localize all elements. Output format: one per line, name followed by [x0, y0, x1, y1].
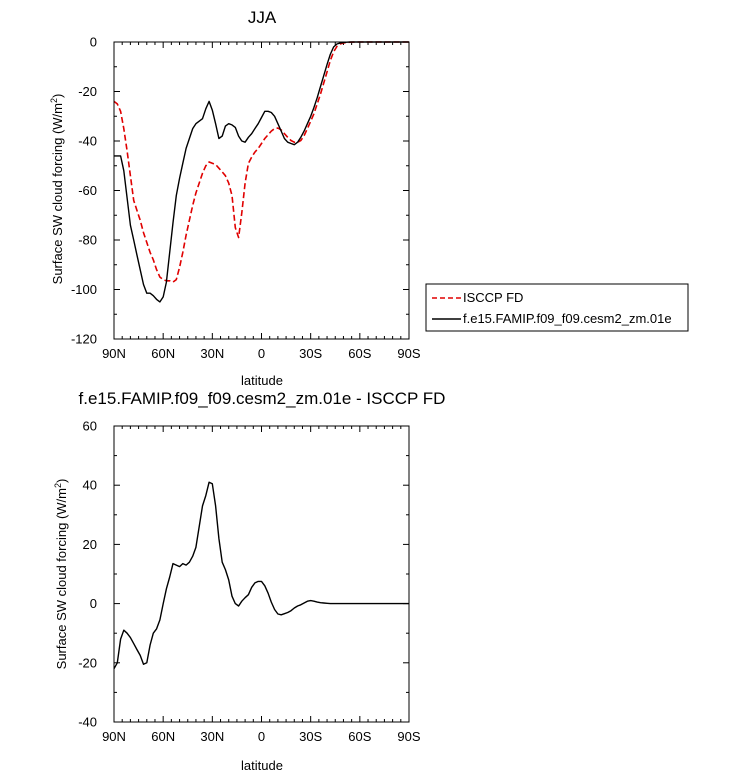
top-y-tick-label: -20	[78, 84, 97, 99]
top-x-tick-label: 0	[258, 346, 265, 361]
top-y-tick-label: -80	[78, 233, 97, 248]
top-y-tick-label: -120	[71, 332, 97, 347]
top-y-axis-label-sup: 2	[49, 98, 59, 103]
top-plot-frame	[113, 41, 410, 340]
bottom-y-axis-label-sup: 2	[53, 483, 63, 488]
bottom-y-tick-label: 0	[90, 596, 97, 611]
bottom-y-tick-label: 40	[83, 478, 97, 493]
bottom-x-tick-label: 30S	[299, 729, 322, 744]
legend: ISCCP FD f.e15.FAMIP.f09_f09.cesm2_zm.01…	[425, 283, 689, 332]
bottom-ticks: 90N 60N 30N 0 30S 60S 90S 60 40 20 0 -20 -40	[78, 419, 421, 745]
legend-box	[425, 283, 689, 332]
bottom-y-tick-label: -40	[78, 715, 97, 730]
bottom-chart-title: f.e15.FAMIP.f09_f09.cesm2_zm.01e - ISCCP…	[79, 389, 446, 408]
top-y-tick-label: -60	[78, 183, 97, 198]
bottom-x-tick-label: 60S	[348, 729, 371, 744]
bottom-y-axis-label-main: Surface SW cloud forcing (W/m	[54, 488, 69, 669]
top-series-line-1	[114, 41, 409, 303]
bottom-y-axis-label-end: )	[54, 479, 69, 483]
top-ticks: 90N 60N 30N 0 30S 60S 90S 0 -20 -40 -60 -80 -100 -120	[71, 35, 421, 362]
bottom-y-axis-label: Surface SW cloud forcing (W/m2)	[53, 479, 69, 670]
top-series-lines	[113, 41, 409, 303]
top-y-axis-label-main: Surface SW cloud forcing (W/m	[50, 103, 65, 284]
top-panel: JJA latitude Surface SW cloud forcing (W…	[49, 8, 421, 388]
bottom-series-lines	[113, 481, 409, 670]
top-y-axis-label: Surface SW cloud forcing (W/m2)	[49, 94, 65, 285]
top-y-tick-label: -100	[71, 282, 97, 297]
bottom-series-line-0	[113, 481, 409, 670]
top-y-tick-label: 0	[90, 35, 97, 50]
bottom-y-tick-label: 20	[83, 537, 97, 552]
legend-label-isccp: ISCCP FD	[463, 290, 523, 305]
bottom-x-tick-label: 90N	[102, 729, 126, 744]
legend-label-cesm2: f.e15.FAMIP.f09_f09.cesm2_zm.01e	[463, 311, 672, 326]
bottom-x-tick-label: 0	[258, 729, 265, 744]
top-y-axis-label-end: )	[50, 94, 65, 98]
bottom-x-axis-label: latitude	[241, 758, 283, 773]
top-x-tick-label: 90N	[102, 346, 126, 361]
bottom-y-tick-label: 60	[83, 419, 97, 434]
top-series-line-0	[113, 41, 409, 283]
bottom-panel: f.e15.FAMIP.f09_f09.cesm2_zm.01e - ISCCP…	[53, 389, 445, 773]
bottom-x-tick-label: 30N	[200, 729, 224, 744]
bottom-plot-frame	[113, 425, 410, 723]
top-y-tick-label: -40	[78, 134, 97, 149]
top-x-tick-label: 30S	[299, 346, 322, 361]
top-x-tick-label: 90S	[397, 346, 420, 361]
top-x-axis-label: latitude	[241, 373, 283, 388]
top-x-tick-label: 60S	[348, 346, 371, 361]
bottom-y-tick-label: -20	[78, 655, 97, 670]
bottom-x-tick-label: 60N	[151, 729, 175, 744]
top-x-tick-label: 30N	[200, 346, 224, 361]
bottom-x-tick-label: 90S	[397, 729, 420, 744]
top-chart-title: JJA	[248, 8, 277, 27]
top-x-tick-label: 60N	[151, 346, 175, 361]
